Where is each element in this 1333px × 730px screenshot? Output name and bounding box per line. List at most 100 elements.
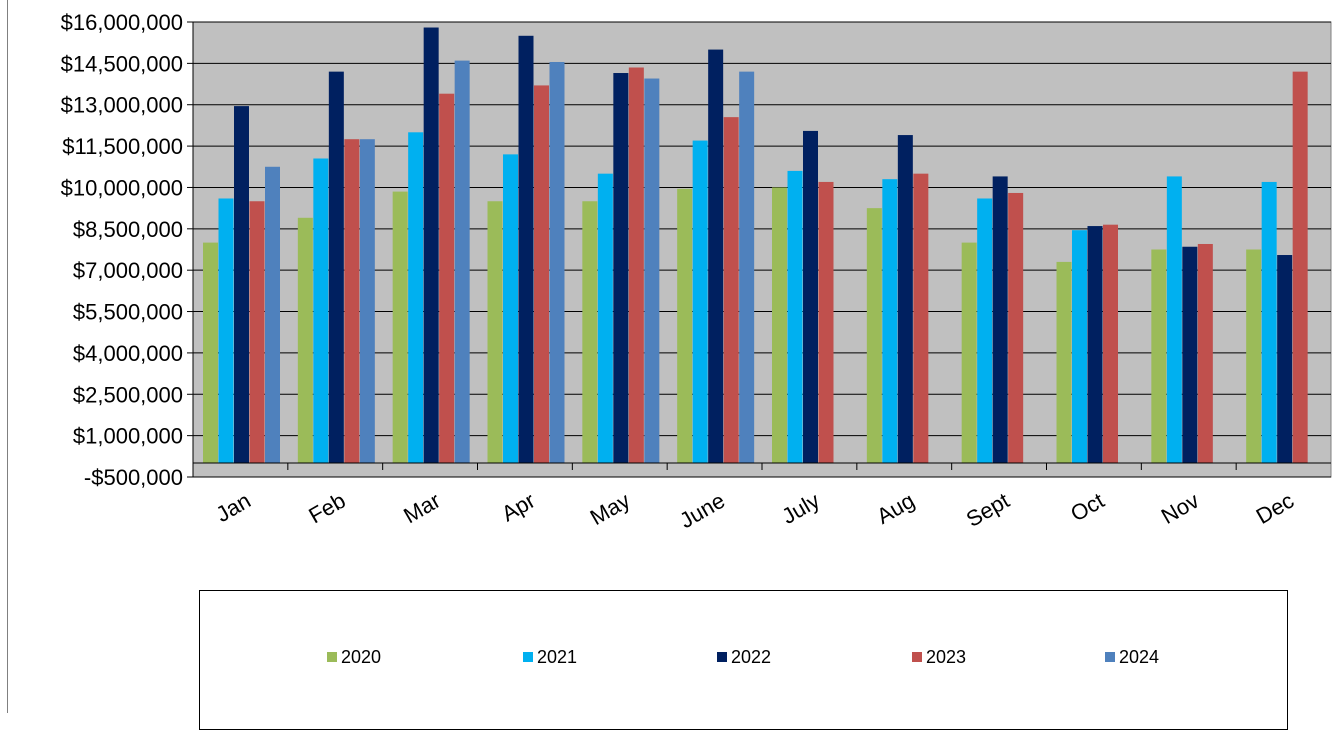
bar-2020-june	[677, 188, 693, 464]
legend-label: 2022	[731, 646, 772, 667]
bar-2023-june	[723, 117, 739, 464]
bar-2020-dec	[1246, 249, 1262, 463]
frame-border	[7, 0, 8, 713]
x-tick-label: Sept	[962, 488, 1014, 532]
x-tick-labels: Jan Feb Mar Apr May June July Aug Sept Oct Nov Dec	[212, 488, 1298, 534]
legend-label: 2020	[341, 646, 382, 667]
bar-2022-feb	[328, 71, 344, 464]
legend-swatch	[1105, 652, 1115, 662]
bar-2022-june	[708, 49, 724, 464]
y-tick-label: $7,000,000	[73, 258, 183, 283]
x-tick-label: Jan	[212, 488, 255, 527]
x-tick-label: June	[675, 488, 729, 534]
x-tick-label: May	[586, 488, 634, 530]
legend-swatch	[327, 652, 337, 662]
y-tick-label: $11,500,000	[62, 134, 183, 159]
bar-2021-apr	[503, 154, 518, 463]
x-tick-label: Nov	[1157, 488, 1203, 529]
legend-entry-2020: 2020	[327, 647, 381, 667]
bar-2020-july	[772, 187, 787, 464]
plot-area	[192, 21, 1332, 478]
x-tick-label: Feb	[304, 488, 349, 529]
bar-2021-mar	[408, 132, 424, 463]
bar-2024-jan	[265, 166, 280, 464]
legend-label: 2021	[537, 646, 578, 667]
x-tick-label: Mar	[399, 488, 444, 529]
bar-2021-july	[787, 170, 803, 463]
y-tick-label: $5,500,000	[73, 300, 183, 325]
bar-2022-may	[613, 73, 629, 464]
legend-swatch	[912, 652, 922, 662]
x-tick-label: Apr	[497, 488, 539, 527]
x-tick-label: Oct	[1066, 488, 1108, 527]
bar-2021-aug	[882, 179, 898, 463]
bar-2020-mar	[392, 191, 408, 463]
bar-2021-nov	[1166, 176, 1182, 463]
x-tick-label: Dec	[1252, 488, 1298, 529]
bar-2023-nov	[1197, 243, 1213, 463]
legend: 2020 2021 2022 2023 2024	[199, 590, 1288, 730]
bar-chart: -$500,000 $1,000,000 $2,500,000 $4,000,000 $…	[61, 10, 1332, 534]
bar-2020-nov	[1151, 249, 1167, 463]
bar-2023-feb	[344, 139, 360, 464]
y-tick-label: $14,500,000	[61, 51, 183, 76]
bar-2022-oct	[1087, 226, 1103, 463]
bar-2022-jan	[234, 106, 249, 463]
legend-entry-2022: 2022	[717, 647, 771, 667]
bar-2022-dec	[1277, 255, 1293, 463]
bar-2024-feb	[359, 139, 375, 464]
axes	[192, 22, 1331, 477]
bar-2020-may	[582, 201, 598, 463]
bar-2020-aug	[866, 208, 882, 463]
legend-entry-2021: 2021	[523, 647, 577, 667]
bar-2024-mar	[454, 60, 470, 464]
bar-2022-mar	[423, 27, 439, 464]
legend-entry-2024: 2024	[1105, 647, 1159, 667]
bars	[203, 27, 1308, 464]
bar-2020-apr	[487, 201, 503, 463]
y-tick-label: $4,000,000	[73, 341, 183, 366]
bar-2022-apr	[518, 35, 534, 464]
bar-2021-dec	[1261, 181, 1277, 463]
bar-2021-oct	[1072, 230, 1087, 463]
y-tick-label: $8,500,000	[73, 217, 183, 242]
bar-2020-jan	[203, 242, 218, 463]
chart-frame: -$500,000 $1,000,000 $2,500,000 $4,000,000 $…	[7, 0, 1332, 730]
bar-2023-may	[628, 67, 644, 463]
y-tick-labels: -$500,000 $1,000,000 $2,500,000 $4,000,000 $…	[61, 10, 183, 490]
bar-2022-july	[803, 130, 818, 463]
bar-2024-june	[739, 71, 755, 464]
y-tick-label: $2,500,000	[73, 382, 183, 407]
y-tick-label: $1,000,000	[73, 424, 183, 449]
bar-2022-nov	[1182, 246, 1198, 463]
bar-2023-aug	[913, 173, 929, 463]
x-tick-label: Aug	[872, 488, 918, 529]
legend-label: 2024	[1119, 646, 1160, 667]
y-tick-label: $16,000,000	[61, 10, 183, 35]
bar-2021-jan	[218, 198, 234, 463]
bar-2023-oct	[1103, 224, 1118, 463]
bar-2023-apr	[534, 85, 549, 463]
bar-2022-sept	[992, 176, 1008, 463]
y-tick-label: $10,000,000	[61, 175, 183, 200]
bar-2020-oct	[1056, 261, 1072, 463]
legend-swatch	[523, 652, 533, 662]
legend-entry-2023: 2023	[912, 647, 966, 667]
bar-2023-mar	[439, 93, 455, 464]
bar-2020-feb	[297, 217, 313, 463]
bar-2024-may	[644, 78, 660, 463]
bar-2024-apr	[549, 61, 565, 463]
bar-2023-sept	[1008, 192, 1024, 463]
bar-2021-may	[597, 173, 613, 463]
y-tick-label: $13,000,000	[61, 93, 183, 118]
bar-2023-dec	[1292, 71, 1308, 464]
bar-2022-aug	[897, 135, 913, 463]
y-tick-label: -$500,000	[84, 465, 183, 490]
bar-2023-july	[818, 181, 834, 463]
bar-2020-sept	[961, 242, 977, 463]
legend-label: 2023	[926, 646, 967, 667]
gridlines	[187, 21, 1331, 478]
bar-2021-sept	[977, 198, 993, 463]
legend-swatch	[717, 652, 727, 662]
bar-2021-june	[692, 140, 708, 464]
